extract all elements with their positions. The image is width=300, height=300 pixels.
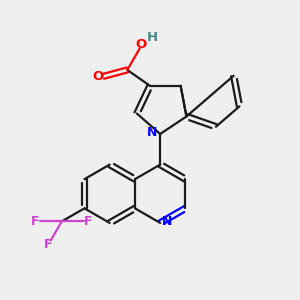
Text: H: H (147, 31, 158, 44)
Text: F: F (31, 215, 40, 228)
Text: F: F (44, 238, 53, 251)
Text: N: N (147, 126, 157, 139)
Text: F: F (84, 215, 92, 228)
Text: O: O (136, 38, 147, 52)
Text: N: N (161, 215, 172, 228)
Text: O: O (92, 70, 104, 83)
